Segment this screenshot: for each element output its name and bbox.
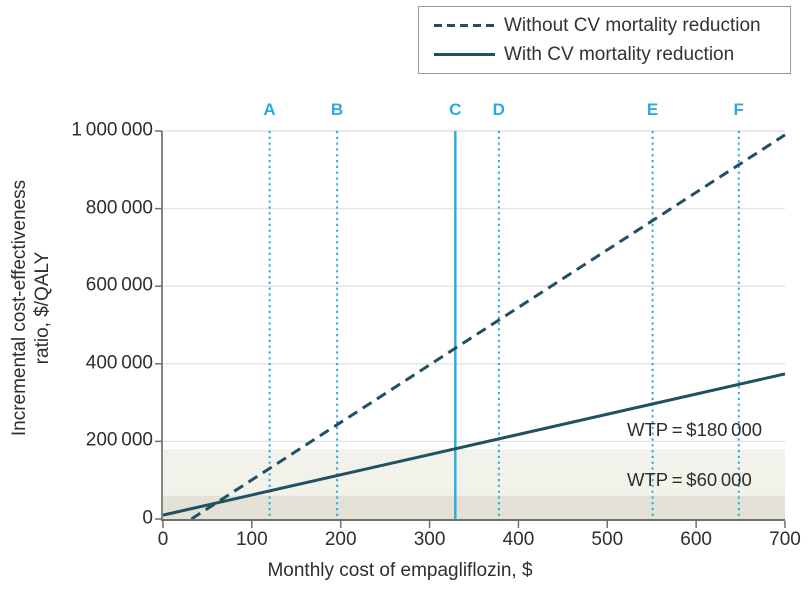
- x-tick-label: 400: [502, 529, 535, 550]
- wtp-label-60000: WTP = $60 000: [627, 469, 752, 490]
- wtp-band-60000: [163, 495, 785, 519]
- scenario-label-E: E: [646, 100, 659, 119]
- scenario-label-C: C: [449, 100, 462, 119]
- y-axis-title: Incremental cost-effectiveness ratio, $/…: [8, 180, 54, 436]
- legend-row-with-cv: With CV mortality reduction: [434, 44, 790, 66]
- y-tick-label: 800 000: [85, 197, 153, 219]
- y-axis-title-line2: ratio, $/QALY: [32, 251, 53, 365]
- x-tick-label: 500: [591, 529, 624, 550]
- x-axis-title: Monthly cost of empagliflozin, $: [267, 560, 533, 581]
- y-tick-label: 0: [142, 507, 153, 529]
- x-tick-label: 700: [769, 529, 801, 550]
- x-tick-label: 200: [324, 529, 357, 550]
- dashed-line-sample: [434, 24, 495, 27]
- y-tick-label: 200 000: [85, 429, 153, 451]
- scenario-label-A: A: [263, 100, 276, 119]
- scenario-label-D: D: [492, 100, 506, 119]
- x-tick-label: 100: [235, 529, 268, 550]
- y-axis-title-line1: Incremental cost-effectiveness: [8, 179, 30, 437]
- scenario-label-B: B: [330, 100, 344, 119]
- scenario-label-F: F: [733, 100, 745, 119]
- legend-label-with-cv: With CV mortality reduction: [504, 43, 735, 65]
- y-tick-label: 600 000: [85, 274, 153, 296]
- legend-label-without-cv: Without CV mortality reduction: [504, 14, 761, 36]
- wtp-label-180000: WTP = $180 000: [627, 419, 763, 440]
- legend-row-without-cv: Without CV mortality reduction: [434, 15, 790, 37]
- x-tick-label: 0: [157, 529, 169, 550]
- y-tick-label: 400 000: [85, 352, 153, 374]
- solid-line-sample: [434, 53, 495, 56]
- series-solid: [162, 372, 786, 517]
- y-tick-label: 1 000 000: [71, 119, 153, 141]
- x-tick-label: 300: [413, 529, 446, 550]
- legend: Without CV mortality reduction With CV m…: [418, 6, 791, 74]
- x-tick-label: 600: [680, 529, 712, 550]
